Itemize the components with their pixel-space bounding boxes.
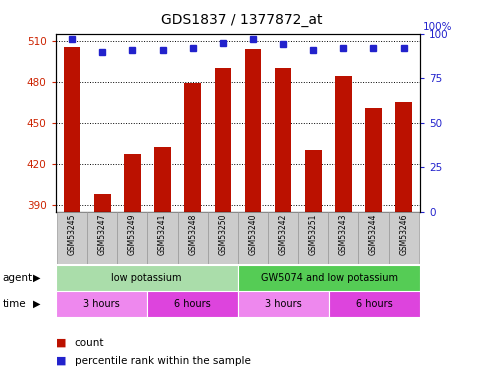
FancyBboxPatch shape — [147, 212, 178, 264]
Text: ▶: ▶ — [32, 299, 40, 309]
FancyBboxPatch shape — [56, 291, 147, 317]
Bar — [396, 102, 412, 212]
FancyBboxPatch shape — [298, 212, 328, 264]
Text: low potassium: low potassium — [112, 273, 182, 283]
Bar — [64, 48, 80, 212]
Text: GW5074 and low potassium: GW5074 and low potassium — [260, 273, 398, 283]
Text: 6 hours: 6 hours — [174, 299, 211, 309]
Bar — [275, 68, 291, 212]
Text: GSM53251: GSM53251 — [309, 213, 318, 255]
Text: 3 hours: 3 hours — [265, 299, 302, 309]
Text: ■: ■ — [56, 338, 66, 348]
Text: GSM53249: GSM53249 — [128, 213, 137, 255]
Text: ■: ■ — [56, 356, 66, 366]
FancyBboxPatch shape — [178, 212, 208, 264]
Text: 3 hours: 3 hours — [83, 299, 119, 309]
Bar — [335, 76, 352, 212]
FancyBboxPatch shape — [208, 212, 238, 264]
Bar — [154, 147, 171, 212]
Bar — [245, 49, 261, 212]
Text: 100%: 100% — [423, 22, 452, 32]
FancyBboxPatch shape — [117, 212, 147, 264]
Text: percentile rank within the sample: percentile rank within the sample — [75, 356, 251, 366]
FancyBboxPatch shape — [328, 212, 358, 264]
Text: GSM53248: GSM53248 — [188, 213, 197, 255]
FancyBboxPatch shape — [57, 212, 87, 264]
FancyBboxPatch shape — [238, 212, 268, 264]
Text: ▶: ▶ — [32, 273, 40, 283]
Text: GSM53241: GSM53241 — [158, 213, 167, 255]
FancyBboxPatch shape — [238, 265, 420, 291]
FancyBboxPatch shape — [238, 291, 329, 317]
FancyBboxPatch shape — [56, 265, 238, 291]
Text: agent: agent — [2, 273, 32, 283]
FancyBboxPatch shape — [268, 212, 298, 264]
Text: 6 hours: 6 hours — [356, 299, 393, 309]
Bar — [214, 68, 231, 212]
Text: time: time — [2, 299, 26, 309]
Text: GSM53245: GSM53245 — [68, 213, 77, 255]
Bar — [305, 150, 322, 212]
FancyBboxPatch shape — [329, 291, 420, 317]
Bar — [185, 83, 201, 212]
Bar — [94, 194, 111, 212]
Text: GSM53242: GSM53242 — [279, 213, 287, 255]
Text: GSM53240: GSM53240 — [248, 213, 257, 255]
Text: GSM53250: GSM53250 — [218, 213, 227, 255]
Text: GSM53246: GSM53246 — [399, 213, 408, 255]
FancyBboxPatch shape — [87, 212, 117, 264]
FancyBboxPatch shape — [358, 212, 388, 264]
Text: GSM53244: GSM53244 — [369, 213, 378, 255]
FancyBboxPatch shape — [147, 291, 238, 317]
Text: GDS1837 / 1377872_at: GDS1837 / 1377872_at — [161, 13, 322, 27]
FancyBboxPatch shape — [388, 212, 419, 264]
Bar — [365, 108, 382, 212]
Bar — [124, 154, 141, 212]
Text: GSM53247: GSM53247 — [98, 213, 107, 255]
Text: count: count — [75, 338, 104, 348]
Text: GSM53243: GSM53243 — [339, 213, 348, 255]
